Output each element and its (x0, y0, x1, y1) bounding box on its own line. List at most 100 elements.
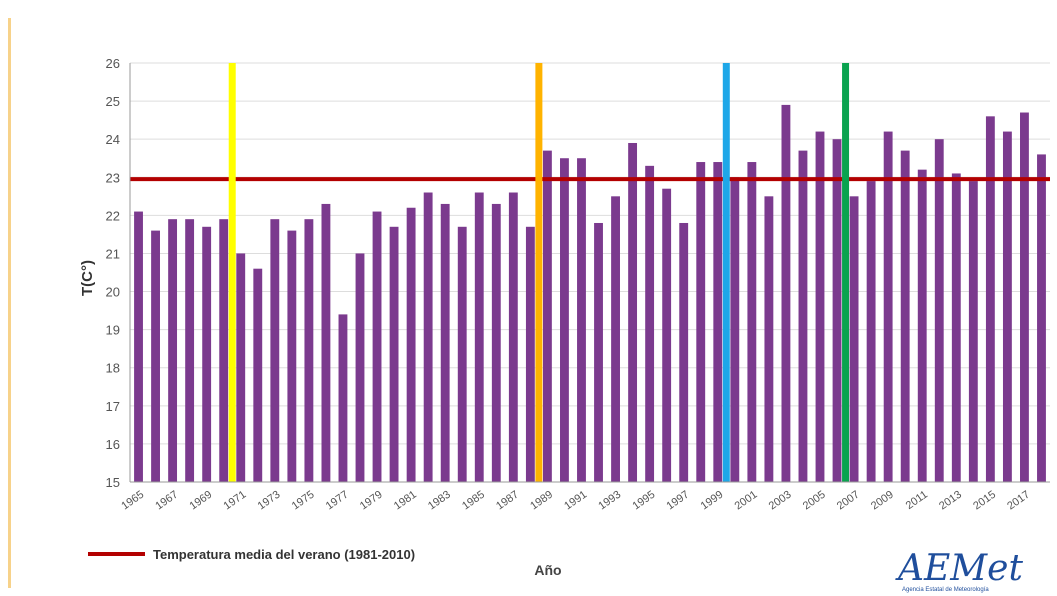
y-tick-label: 19 (106, 323, 120, 338)
aemet-logo: AEMet Agencia Estatal de Meteorología (895, 548, 1023, 593)
logo-subtitle: Agencia Estatal de Meteorología (902, 587, 989, 593)
bar (440, 203, 450, 482)
bar (287, 230, 297, 482)
x-tick-label: 1977 (324, 489, 351, 513)
x-tick-label: 1973 (256, 489, 283, 513)
x-tick-label: 2007 (835, 489, 862, 513)
bar (798, 150, 808, 483)
bar (185, 219, 195, 482)
x-tick-label: 1981 (392, 489, 419, 513)
x-tick-label: 2001 (733, 489, 760, 513)
y-tick-label: 20 (106, 285, 120, 300)
x-tick-labels: 1965 1967 1969 1971 1973 1975 1977 1979 1981 1983… (119, 489, 1032, 513)
x-tick-label: 2017 (1005, 489, 1032, 513)
bar (389, 226, 399, 482)
bar (900, 150, 910, 483)
bar (696, 162, 706, 482)
bar (355, 253, 365, 482)
y-tick-label: 22 (106, 208, 120, 223)
bar (713, 162, 723, 482)
y-tick-label: 16 (106, 437, 120, 452)
bars-group (134, 104, 1046, 483)
x-tick-label: 1995 (630, 489, 657, 513)
x-tick-label: 1979 (358, 489, 385, 513)
bar (645, 165, 655, 482)
x-tick-label: 2013 (937, 489, 964, 513)
x-tick-label: 2009 (869, 489, 896, 513)
bar (134, 211, 143, 482)
legend: Temperatura media del verano (1981-2010) (88, 547, 415, 562)
y-tick-label: 17 (106, 399, 120, 414)
vertical-markers-group (228, 63, 850, 482)
x-tick-label: 2005 (801, 489, 828, 513)
bar (423, 192, 433, 482)
bar (202, 226, 212, 482)
bar (662, 188, 672, 482)
y-tick-label: 25 (106, 94, 120, 109)
bar (457, 226, 467, 482)
bar (236, 253, 246, 482)
y-tick-labels: 15 16 17 18 19 20 21 22 23 24 25 26 (106, 56, 120, 490)
x-tick-label: 1985 (460, 489, 487, 513)
bar (321, 203, 331, 482)
x-tick-label: 1967 (153, 489, 180, 513)
x-tick-label: 2003 (767, 489, 794, 513)
bar (474, 192, 484, 482)
bar (1037, 154, 1046, 482)
x-tick-label: 1987 (494, 489, 521, 513)
bar (151, 230, 160, 482)
y-tick-label: 26 (106, 56, 120, 71)
bar (491, 203, 501, 482)
x-tick-label: 1999 (699, 489, 726, 513)
bar (338, 314, 348, 482)
bar (270, 219, 280, 482)
bar (832, 139, 842, 482)
left-decorative-rule (8, 18, 11, 588)
y-tick-label: 15 (106, 475, 120, 490)
bar (951, 173, 961, 483)
bar (679, 222, 689, 482)
bar (219, 219, 229, 482)
bar (730, 177, 740, 483)
y-axis-label: T(C°) (79, 260, 96, 296)
x-tick-label: 1975 (290, 489, 317, 513)
bar (542, 150, 552, 483)
bar (968, 181, 978, 482)
bar (849, 196, 859, 482)
bar (611, 196, 620, 482)
y-tick-label: 23 (106, 170, 120, 185)
x-tick-label: 1971 (222, 489, 249, 513)
x-tick-label: 1983 (426, 489, 453, 513)
x-tick-label: 2011 (904, 489, 930, 512)
gridlines (130, 62, 1050, 483)
bar (934, 139, 944, 482)
axes-group (129, 63, 1050, 483)
bar (304, 219, 314, 482)
x-tick-label: 1993 (596, 489, 623, 513)
bar (168, 219, 178, 482)
x-tick-label: 1969 (187, 489, 214, 513)
bar (628, 142, 638, 482)
legend-label: Temperatura media del verano (1981-2010) (153, 547, 415, 562)
bar (253, 268, 263, 482)
x-tick-label: 1989 (528, 489, 555, 513)
bar (883, 131, 893, 482)
bar (525, 226, 535, 482)
x-tick-label: 1997 (664, 489, 691, 513)
bar (577, 158, 586, 482)
bar (1002, 131, 1012, 482)
bar (560, 158, 569, 482)
bar (508, 192, 518, 482)
bar (372, 211, 382, 482)
y-tick-label: 24 (106, 132, 120, 147)
bar (1020, 112, 1029, 482)
x-tick-label: 1965 (119, 489, 146, 513)
bar (985, 116, 995, 482)
bar (866, 181, 876, 482)
bar (781, 104, 791, 483)
bar (917, 169, 927, 482)
bar (594, 222, 603, 482)
logo-wordmark: AEMet (895, 548, 1023, 589)
